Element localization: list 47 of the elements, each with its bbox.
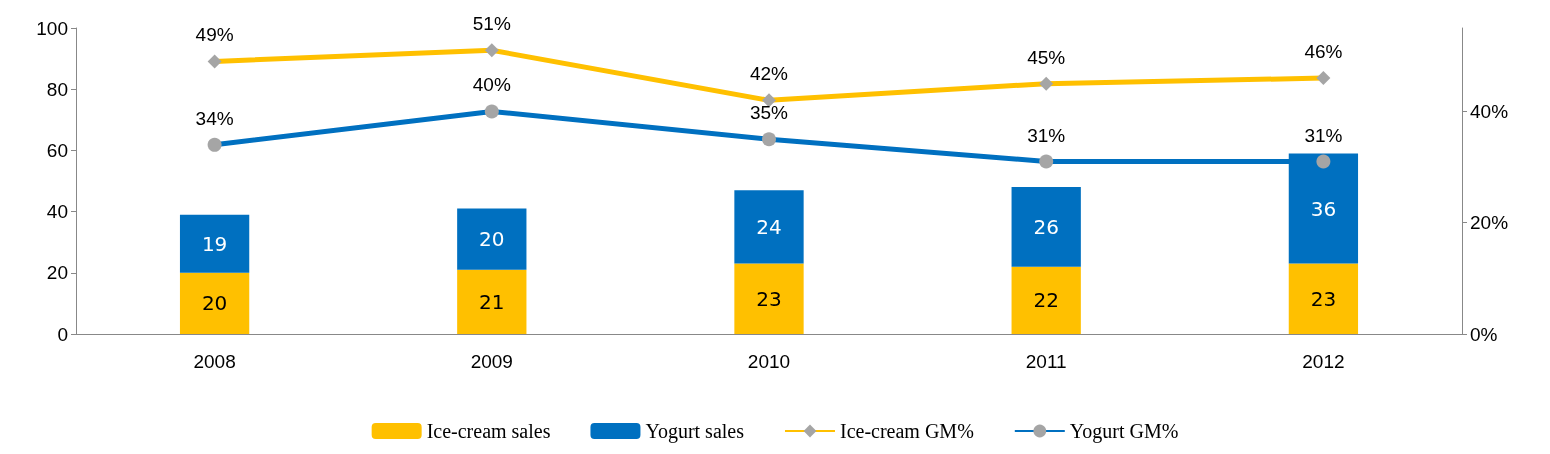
data-label: 19 [201,231,228,256]
data-label: 49% [195,24,234,46]
y-tick-label: 0 [57,323,68,345]
data-label: 23 [756,286,782,311]
y-tick-label: 40 [46,201,68,223]
legend-label: Yogurt GM% [1069,420,1179,443]
y2-tick-label: 20% [1470,212,1509,234]
x-tick-label: 2008 [193,351,236,372]
y-tick-label: 60 [46,139,68,161]
bar [1288,263,1359,334]
bar [734,263,804,334]
legend-label: Yogurt sales [645,420,745,443]
x-tick-label: 2009 [470,351,513,372]
data-label: 36 [1310,196,1337,221]
data-label: 40% [472,74,511,96]
data-label: 23 [1310,286,1337,311]
data-label: 20 [201,291,228,316]
data-label: 20 [479,227,505,252]
y-tick-label: 80 [46,78,68,100]
data-label: 42% [749,63,789,85]
x-tick-label: 2011 [1025,351,1067,372]
x-tick-label: 2012 [1302,351,1345,372]
data-label: 31% [1027,124,1066,146]
y-tick-label: 100 [36,17,68,39]
bar [1011,187,1081,267]
data-label: 51% [472,13,511,35]
data-label: 34% [195,107,234,129]
legend-label: Ice-cream sales [426,420,551,442]
data-label: 22 [1033,288,1059,313]
bar [734,190,804,264]
y2-tick-label: 40% [1470,100,1509,122]
legend-label: Ice-cream GM% [839,420,974,442]
data-label: 31% [1304,124,1343,146]
data-label: 21 [479,289,505,314]
y2-tick-label: 0% [1470,323,1498,345]
y-tick-label: 20 [46,262,68,284]
bar [179,214,250,273]
bar [457,269,527,334]
bar [179,272,250,334]
data-label: 24 [756,214,782,239]
data-label: 26 [1033,214,1059,239]
bar [1011,266,1081,334]
data-label: 46% [1304,41,1343,63]
data-label: 35% [749,102,789,124]
data-label: 45% [1027,46,1066,68]
bar [457,208,527,270]
x-tick-label: 2010 [747,351,791,372]
